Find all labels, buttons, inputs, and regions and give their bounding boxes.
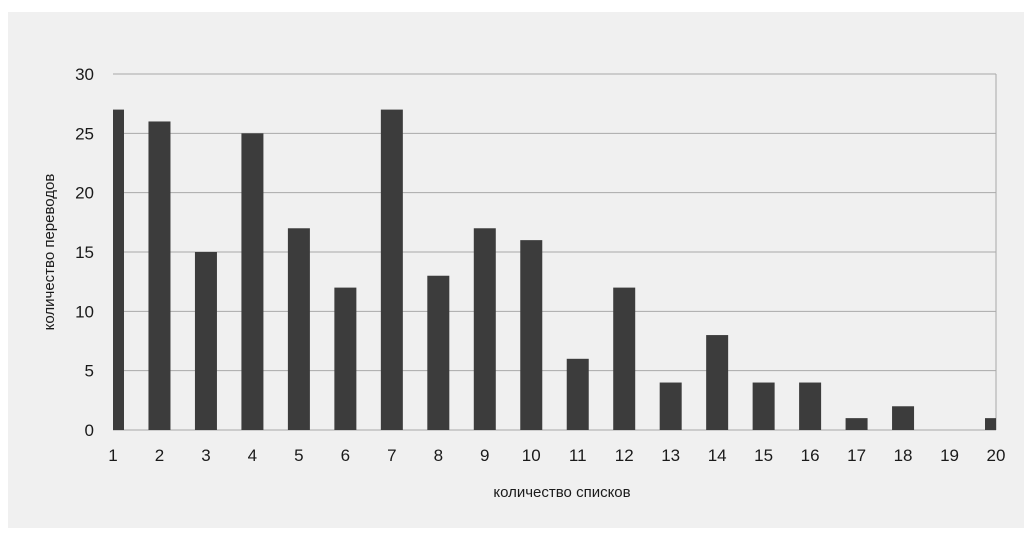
y-tick-labels: 0 5 10 15 20 25 30 <box>75 65 94 440</box>
y-tick-label: 10 <box>75 302 94 321</box>
bar-7 <box>380 109 403 430</box>
bar-10 <box>520 240 543 430</box>
bar-18 <box>892 406 915 430</box>
x-tick-label: 16 <box>801 446 820 465</box>
bar-15 <box>752 382 775 430</box>
y-axis-title: количество переводов <box>41 174 58 331</box>
x-tick-label: 11 <box>569 446 587 465</box>
bar-2 <box>148 121 171 430</box>
bars <box>113 109 996 430</box>
x-tick-label: 14 <box>708 446 727 465</box>
bar-6 <box>334 287 357 430</box>
bar-4 <box>241 133 264 430</box>
bar-9 <box>473 228 496 430</box>
bar-3 <box>194 252 217 430</box>
bar-11 <box>566 358 589 430</box>
x-tick-label: 7 <box>387 446 396 465</box>
x-tick-label: 12 <box>615 446 634 465</box>
y-tick-label: 20 <box>75 184 94 203</box>
bar-13 <box>659 382 682 430</box>
bar-14 <box>706 335 729 430</box>
y-tick-label: 15 <box>75 243 94 262</box>
x-tick-labels: 1 2 3 4 5 6 7 8 9 10 11 12 13 14 15 16 17 18 19 20 <box>108 446 1005 465</box>
bar-16 <box>799 382 822 430</box>
bar-5 <box>287 228 310 430</box>
x-tick-label: 8 <box>434 446 443 465</box>
x-tick-label: 19 <box>940 446 959 465</box>
x-tick-label: 2 <box>155 446 164 465</box>
x-tick-label: 20 <box>987 446 1006 465</box>
x-tick-label: 10 <box>522 446 541 465</box>
x-tick-label: 15 <box>754 446 773 465</box>
x-tick-label: 1 <box>108 446 117 465</box>
y-tick-label: 25 <box>75 124 94 143</box>
chart-panel: 0 5 10 15 20 25 30 1 2 3 4 5 6 7 8 9 10 11 12 13 14 15 16 17 18… <box>8 12 1024 528</box>
bar-20 <box>985 418 996 430</box>
x-tick-label: 3 <box>201 446 210 465</box>
x-tick-label: 17 <box>847 446 866 465</box>
y-tick-label: 5 <box>85 362 94 381</box>
bar-1 <box>113 109 124 430</box>
bar-8 <box>427 275 450 430</box>
y-tick-label: 0 <box>85 421 94 440</box>
x-tick-label: 18 <box>894 446 913 465</box>
x-tick-label: 4 <box>248 446 257 465</box>
y-tick-label: 30 <box>75 65 94 84</box>
x-axis-title: количество списков <box>493 484 630 501</box>
x-tick-label: 9 <box>480 446 489 465</box>
x-tick-label: 6 <box>341 446 350 465</box>
bar-12 <box>613 287 636 430</box>
bar-17 <box>845 418 868 430</box>
x-tick-label: 13 <box>661 446 680 465</box>
x-tick-label: 5 <box>294 446 303 465</box>
